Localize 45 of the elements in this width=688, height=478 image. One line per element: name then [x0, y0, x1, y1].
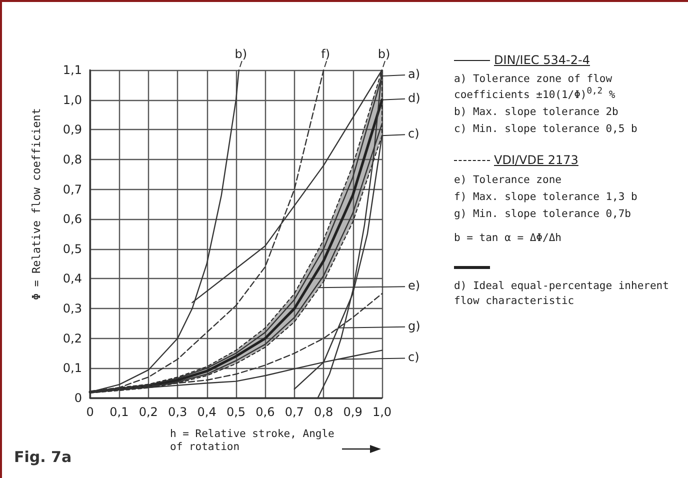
x-tick-label: 0,6 — [256, 405, 275, 419]
y-tick-label: 0,4 — [62, 272, 82, 286]
annotation: g) — [408, 318, 420, 333]
x-tick-label: 0,8 — [314, 405, 334, 419]
text: d) Ideal equal-percentage inherent flow characteristic — [454, 280, 669, 307]
text: f) Max. slope tolerance 1,3 b — [454, 190, 638, 203]
x-tick-label: 0,5 — [226, 405, 246, 419]
text: g) Min. slope tolerance 0,7b — [454, 208, 632, 220]
annotation: a) — [408, 66, 420, 81]
x-tick-label: 0,3 — [168, 405, 188, 419]
x-tick-label: 0,7 — [284, 405, 304, 419]
y-tick-label: 0,5 — [62, 242, 82, 256]
y-tick-label: 0,1 — [62, 361, 82, 376]
text: DIN/IEC 534-2-4 — [494, 52, 590, 68]
y-tick-label: 0,2 — [62, 331, 82, 346]
text: Fig. 7a — [14, 448, 72, 466]
x-tick-label: 0 — [86, 405, 94, 419]
x-tick-label: 0,9 — [343, 405, 362, 419]
y-tick-label: 1,1 — [62, 63, 82, 77]
annotation: b) — [234, 47, 248, 61]
x-axis-title: h = Relative stroke, Angle of rotation — [170, 428, 336, 454]
y-tick-label: 0,8 — [62, 152, 82, 166]
annotation: f) — [321, 47, 330, 61]
text: c) Min. slope tolerance 0,5 b — [454, 123, 638, 136]
y-tick-label: 0 — [74, 391, 82, 405]
text: b = tan α = ΔΦ/Δh — [454, 232, 562, 244]
y-axis-title: Φ = Relative flow coefficient — [30, 108, 43, 300]
text: e) Tolerance zone — [454, 174, 562, 186]
annotation: d) — [408, 90, 420, 105]
x-tick-label: 1,0 — [372, 405, 392, 419]
y-tick-label: 1,0 — [62, 92, 82, 107]
annotation: b) — [378, 47, 390, 61]
x-tick-label: 0,4 — [197, 405, 216, 419]
y-tick-label: 0,6 — [62, 212, 82, 226]
annotation: e) — [408, 278, 420, 293]
annotation: c) — [408, 126, 420, 141]
y-tick-label: 0,3 — [62, 302, 82, 316]
text: a) Tolerance zone of flow coefficients ±10(1/Φ)$^{0,2}$ % — [454, 73, 616, 101]
x-tick-label: 0,2 — [138, 405, 158, 419]
x-tick-label: 0,1 — [110, 405, 129, 419]
y-tick-label: 0,7 — [62, 182, 82, 196]
y-tick-label: 0,9 — [62, 122, 82, 137]
text: b) Max. slope tolerance 2b — [454, 106, 618, 118]
annotation: c) — [408, 350, 420, 364]
text: VDI/VDE 2173 — [494, 152, 578, 169]
